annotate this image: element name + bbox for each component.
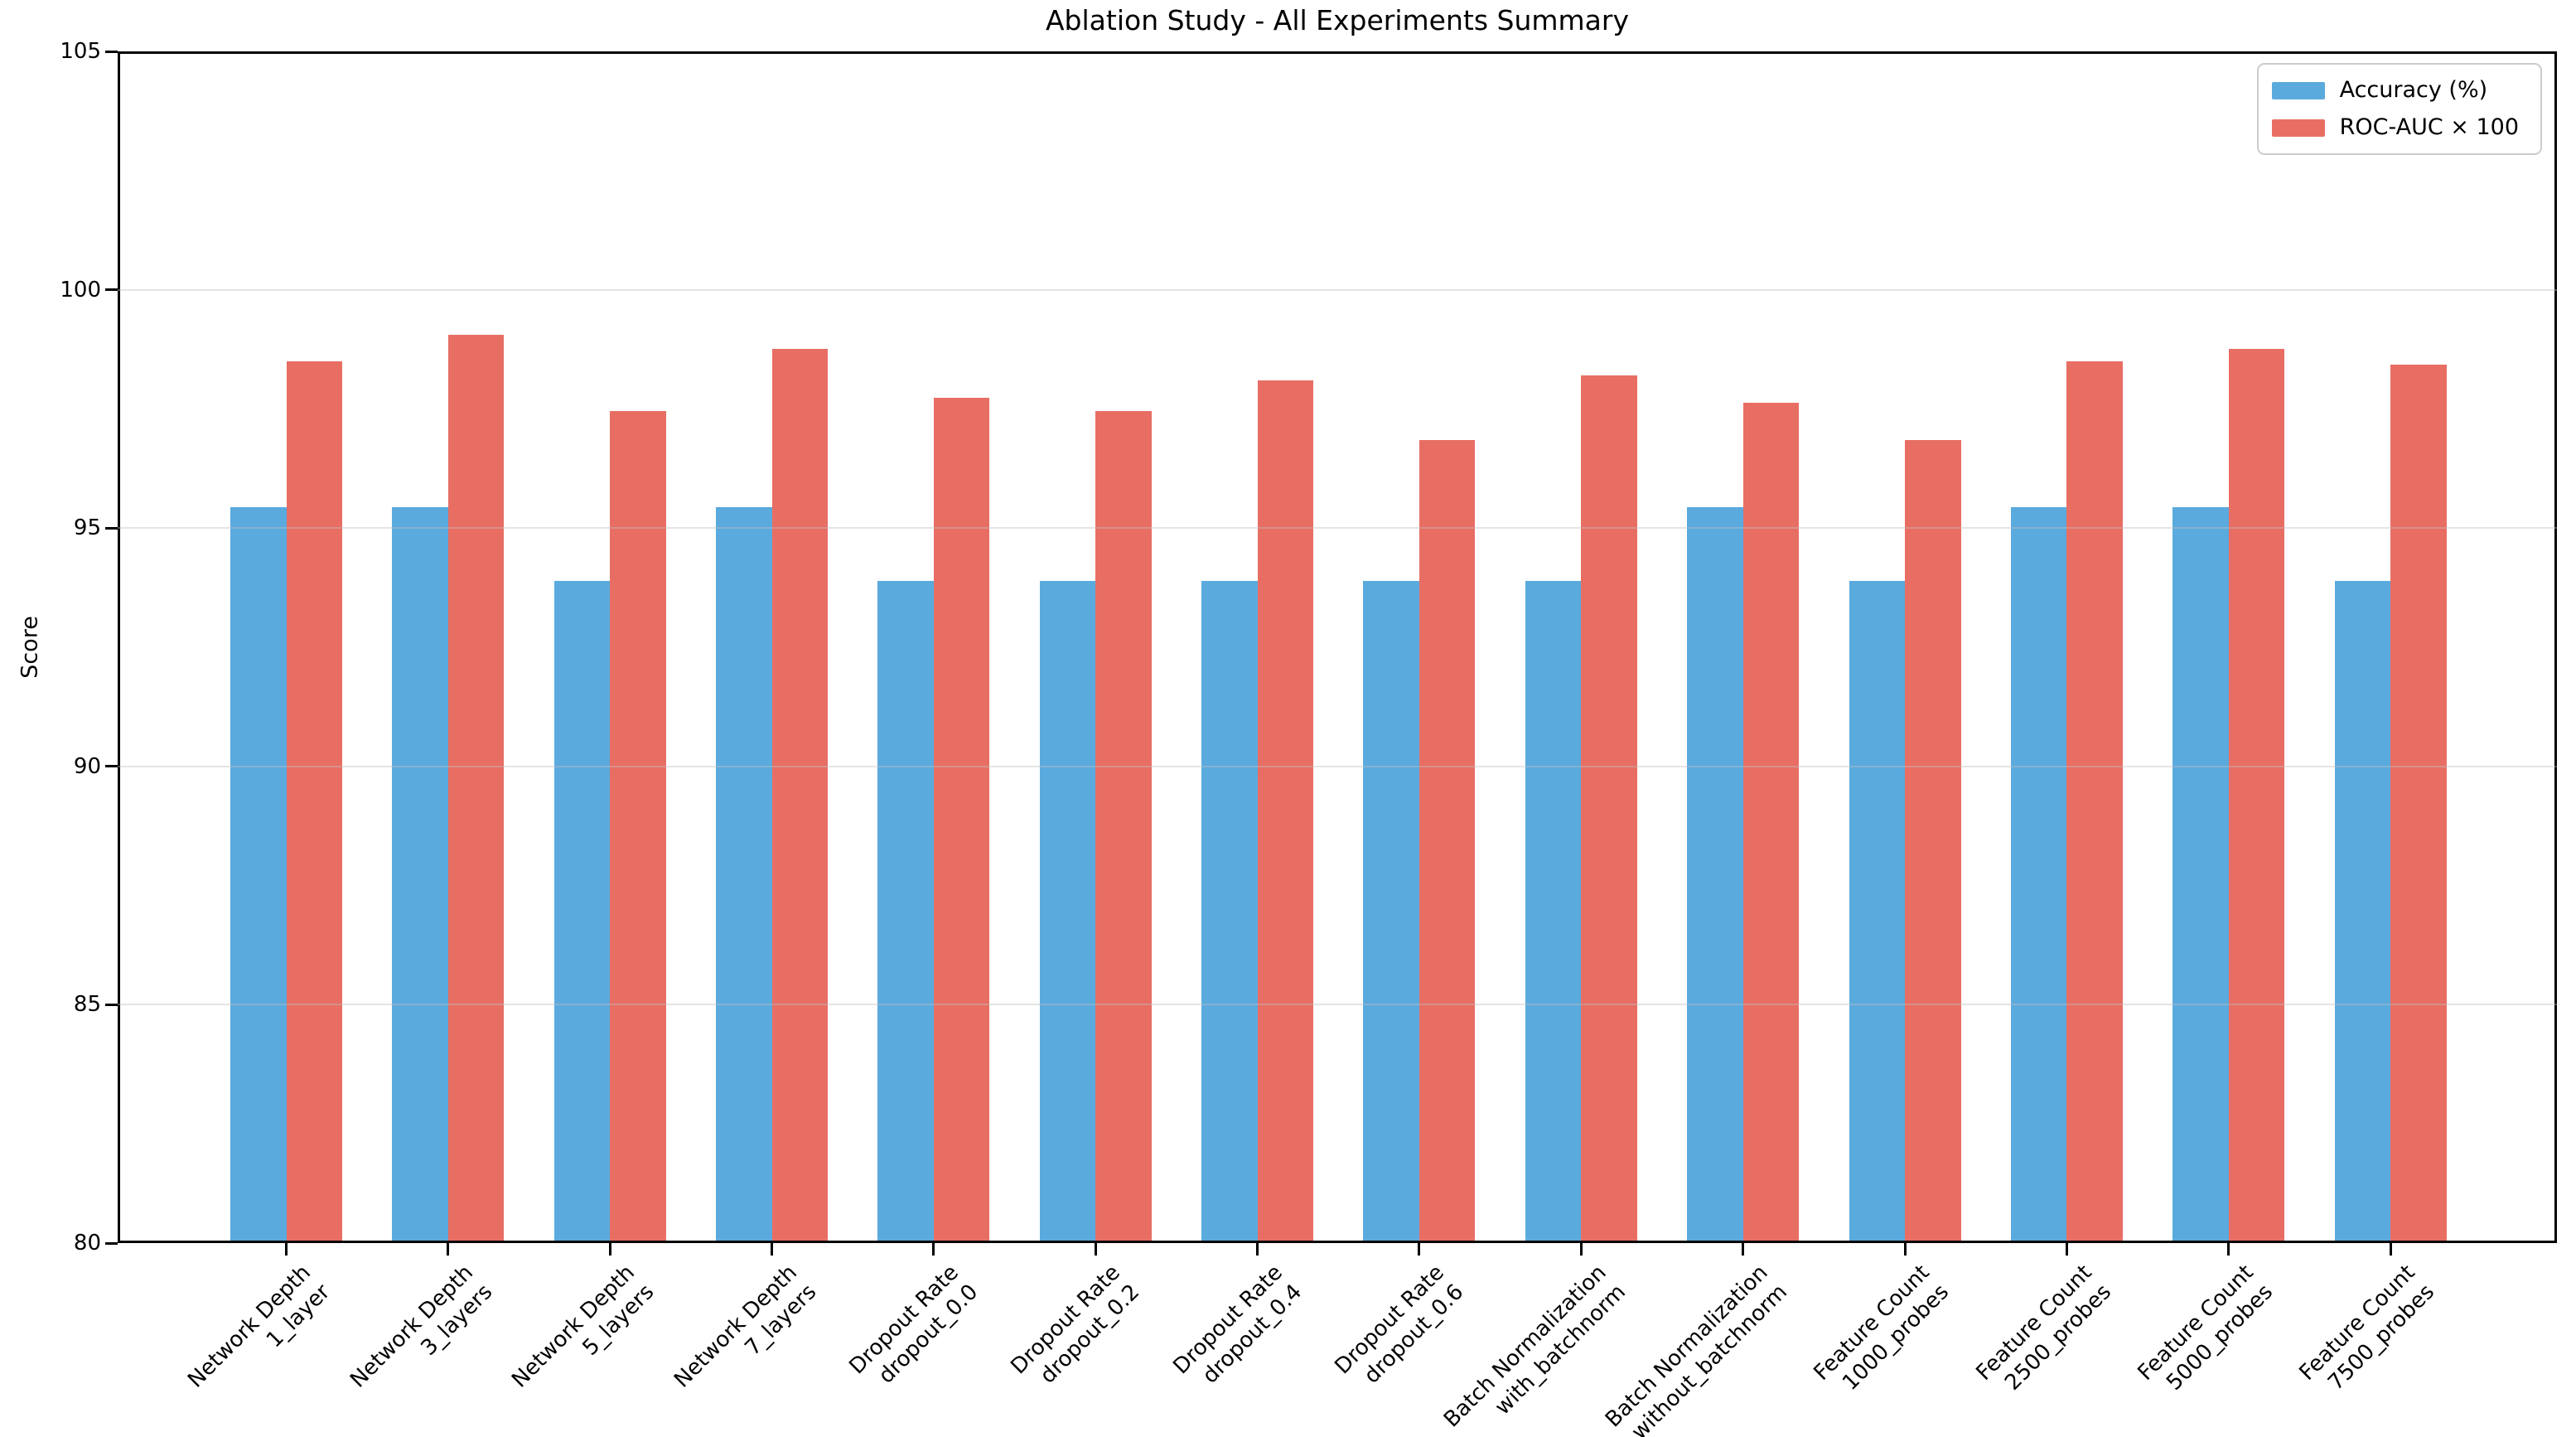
- y-tick-label: 80: [73, 1231, 101, 1256]
- x-tick-label: Network Depth 7_layers: [669, 1260, 821, 1393]
- x-tick-mark: [2227, 1243, 2230, 1256]
- bar-roc-auc: [1095, 411, 1152, 1241]
- x-tick-label: Feature Count 5000_probes: [2133, 1260, 2278, 1396]
- x-tick-mark: [932, 1243, 935, 1256]
- y-tick-label: 90: [73, 753, 101, 779]
- x-tick-mark: [447, 1243, 450, 1256]
- x-tick-label: Dropout Rate dropout_0.4: [1167, 1260, 1307, 1389]
- y-tick-mark: [105, 765, 118, 768]
- bar-roc-auc: [1581, 375, 1637, 1241]
- bar-roc-auc: [1905, 439, 1961, 1241]
- bar-roc-auc: [447, 335, 505, 1241]
- gridline: [118, 527, 2557, 530]
- y-tick-label: 100: [60, 277, 101, 302]
- y-tick-mark: [105, 50, 118, 53]
- x-tick-label: Network Depth 3_layers: [345, 1260, 498, 1393]
- x-tick-label: Dropout Rate dropout_0.6: [1330, 1260, 1469, 1389]
- bar-roc-auc: [1418, 439, 1476, 1241]
- y-axis-label: Score: [17, 616, 43, 679]
- bar-accuracy: [553, 580, 611, 1241]
- legend-swatch-roc-auc: [2271, 119, 2325, 137]
- x-tick-mark: [1742, 1243, 1745, 1256]
- bar-accuracy: [1039, 580, 1096, 1241]
- bar-accuracy: [2334, 580, 2391, 1241]
- y-tick-label: 95: [73, 515, 101, 541]
- bar-accuracy: [2172, 507, 2229, 1241]
- gridline: [118, 1004, 2557, 1006]
- gridline: [118, 765, 2557, 767]
- bar-roc-auc: [286, 360, 342, 1241]
- x-tick-mark: [285, 1243, 288, 1256]
- bar-accuracy: [1687, 507, 1743, 1241]
- x-tick-mark: [1094, 1243, 1097, 1256]
- bar-roc-auc: [2390, 365, 2447, 1241]
- x-tick-mark: [1579, 1243, 1583, 1256]
- legend-label-accuracy: Accuracy (%): [2339, 77, 2488, 103]
- bar-roc-auc: [933, 398, 990, 1241]
- x-tick-label: Dropout Rate dropout_0.2: [1006, 1260, 1145, 1389]
- bar-accuracy: [392, 507, 448, 1241]
- x-tick-label: Network Depth 5_layers: [507, 1260, 660, 1393]
- bar-accuracy: [1201, 580, 1258, 1241]
- bar-roc-auc: [610, 411, 666, 1241]
- x-tick-label: Network Depth 1_layer: [183, 1260, 336, 1393]
- x-tick-label: Batch Normalization without_batchnorm: [1600, 1260, 1792, 1437]
- bar-roc-auc: [1257, 380, 1314, 1241]
- legend: Accuracy (%) ROC-AUC × 100: [2256, 63, 2542, 155]
- bar-roc-auc: [2066, 360, 2123, 1241]
- x-tick-label: Feature Count 7500_probes: [2294, 1260, 2440, 1396]
- x-tick-mark: [608, 1243, 611, 1256]
- bar-roc-auc: [771, 349, 829, 1241]
- bar-roc-auc: [1742, 402, 1800, 1241]
- chart-title: Ablation Study - All Experiments Summary: [1045, 4, 1629, 36]
- bar-accuracy: [2010, 507, 2067, 1241]
- y-tick-mark: [105, 526, 118, 530]
- x-tick-mark: [2389, 1243, 2392, 1256]
- legend-row: ROC-AUC × 100: [2271, 114, 2519, 142]
- x-tick-label: Dropout Rate dropout_0.0: [844, 1260, 984, 1389]
- y-tick-mark: [105, 288, 118, 292]
- y-tick-label: 85: [73, 992, 101, 1018]
- bar-accuracy: [230, 507, 287, 1241]
- x-tick-mark: [1256, 1243, 1259, 1256]
- legend-row: Accuracy (%): [2271, 76, 2519, 104]
- bar-accuracy: [1525, 580, 1582, 1241]
- x-tick-label: Feature Count 1000_probes: [1809, 1260, 1955, 1396]
- x-tick-mark: [1418, 1243, 1421, 1256]
- bar-accuracy: [1849, 580, 1905, 1241]
- y-tick-mark: [105, 1241, 118, 1245]
- y-tick-label: 105: [60, 39, 101, 64]
- bar-roc-auc: [2228, 349, 2285, 1241]
- gridline: [118, 288, 2557, 291]
- x-tick-mark: [1903, 1243, 1907, 1256]
- x-tick-mark: [771, 1243, 774, 1256]
- bar-accuracy: [877, 580, 934, 1241]
- legend-swatch-accuracy: [2271, 81, 2325, 99]
- y-tick-mark: [105, 1003, 118, 1006]
- x-tick-label: Feature Count 2500_probes: [1971, 1260, 2116, 1396]
- bar-accuracy: [716, 507, 772, 1241]
- plot-area: [118, 51, 2557, 1243]
- bar-accuracy: [1363, 580, 1419, 1241]
- x-tick-mark: [2065, 1243, 2068, 1256]
- legend-label-roc-auc: ROC-AUC × 100: [2339, 114, 2519, 140]
